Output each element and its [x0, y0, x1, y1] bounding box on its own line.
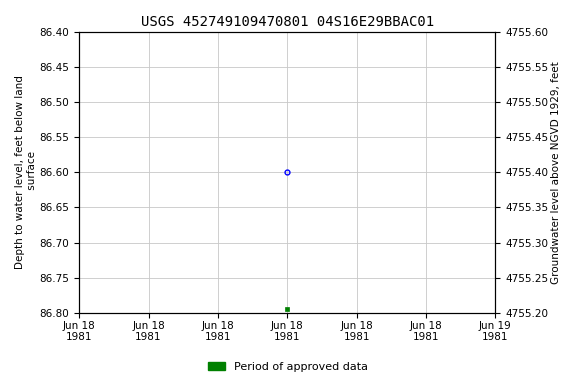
Legend: Period of approved data: Period of approved data: [204, 358, 372, 377]
Title: USGS 452749109470801 04S16E29BBAC01: USGS 452749109470801 04S16E29BBAC01: [141, 15, 434, 29]
Y-axis label: Depth to water level, feet below land
 surface: Depth to water level, feet below land su…: [15, 75, 37, 269]
Y-axis label: Groundwater level above NGVD 1929, feet: Groundwater level above NGVD 1929, feet: [551, 61, 561, 284]
